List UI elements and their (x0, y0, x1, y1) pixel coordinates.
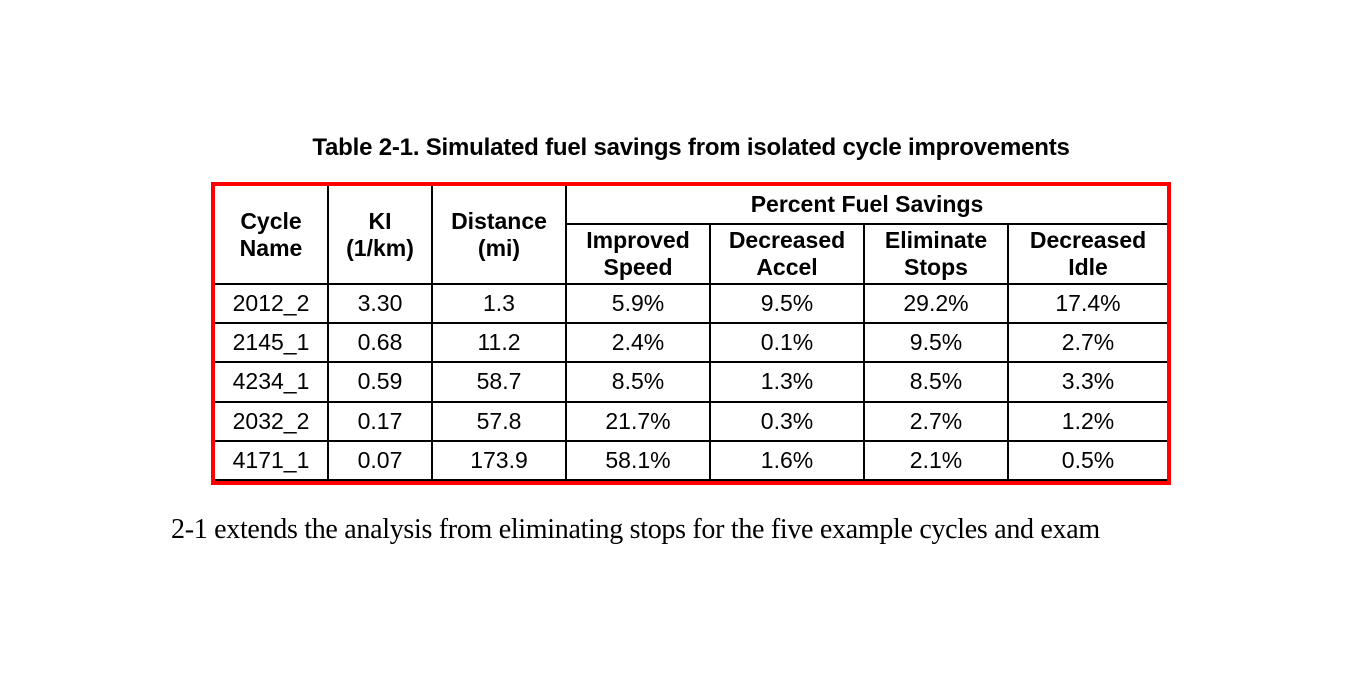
column-group-header-percent-fuel-savings: Percent Fuel Savings (564, 186, 1168, 225)
cell-decreased-accel: 1.3% (709, 361, 865, 403)
cell-distance: 57.8 (431, 400, 567, 442)
cell-eliminate-stops: 8.5% (863, 361, 1009, 403)
header-row-group: Cycle Name KI (1/km) Distance (mi) Perce… (215, 186, 1168, 285)
cell-improved-speed: 2.4% (565, 322, 711, 364)
column-header-distance: Distance (mi) (431, 186, 567, 285)
fuel-savings-table-grid: Cycle Name KI (1/km) Distance (mi) Perce… (215, 186, 1168, 482)
table-row: 4234_1 0.59 58.7 8.5% 1.3% 8.5% 3.3% (215, 361, 1168, 403)
cell-cycle-name: 2032_2 (215, 400, 329, 442)
cell-ki: 3.30 (327, 282, 433, 325)
cell-eliminate-stops: 9.5% (863, 322, 1009, 364)
cell-decreased-accel: 1.6% (709, 439, 865, 482)
column-header-ki: KI (1/km) (327, 186, 433, 285)
cell-decreased-accel: 0.3% (709, 400, 865, 442)
column-header-decreased-idle: Decreased Idle (1006, 223, 1168, 285)
cell-eliminate-stops: 2.7% (863, 400, 1009, 442)
cell-decreased-accel: 9.5% (709, 282, 865, 325)
table-caption: Table 2-1. Simulated fuel savings from i… (312, 134, 1070, 161)
cell-ki: 0.07 (327, 439, 433, 482)
table-row: 2145_1 0.68 11.2 2.4% 0.1% 9.5% 2.7% (215, 322, 1168, 364)
cell-cycle-name: 2145_1 (215, 322, 329, 364)
cell-improved-speed: 5.9% (565, 282, 711, 325)
cell-improved-speed: 21.7% (565, 400, 711, 442)
cell-decreased-idle: 3.3% (1006, 361, 1168, 403)
cell-cycle-name: 4171_1 (215, 439, 329, 482)
cell-decreased-idle: 0.5% (1006, 439, 1168, 482)
cell-eliminate-stops: 2.1% (863, 439, 1009, 482)
table-row: 2032_2 0.17 57.8 21.7% 0.3% 2.7% 1.2% (215, 400, 1168, 442)
cell-cycle-name: 2012_2 (215, 282, 329, 325)
column-header-decreased-accel: Decreased Accel (709, 223, 865, 285)
cell-ki: 0.68 (327, 322, 433, 364)
cell-improved-speed: 58.1% (565, 439, 711, 482)
column-header-cycle-name: Cycle Name (215, 186, 329, 285)
column-header-eliminate-stops: Eliminate Stops (863, 223, 1009, 285)
cell-decreased-accel: 0.1% (709, 322, 865, 364)
cell-decreased-idle: 1.2% (1006, 400, 1168, 442)
table-row: 2012_2 3.30 1.3 5.9% 9.5% 29.2% 17.4% (215, 282, 1168, 325)
cell-distance: 1.3 (431, 282, 567, 325)
fuel-savings-table: Cycle Name KI (1/km) Distance (mi) Perce… (211, 182, 1171, 485)
cell-distance: 58.7 (431, 361, 567, 403)
cell-ki: 0.17 (327, 400, 433, 442)
cell-decreased-idle: 2.7% (1006, 322, 1168, 364)
cell-cycle-name: 4234_1 (215, 361, 329, 403)
column-header-improved-speed: Improved Speed (566, 223, 711, 285)
body-text: 2-1 extends the analysis from eliminatin… (171, 514, 1100, 545)
cell-distance: 11.2 (431, 322, 567, 364)
cell-decreased-idle: 17.4% (1006, 282, 1168, 325)
cell-distance: 173.9 (431, 439, 567, 482)
header-row-savings: Improved Speed Decreased Accel Eliminate… (215, 223, 1168, 285)
cell-ki: 0.59 (327, 361, 433, 403)
cell-eliminate-stops: 29.2% (863, 282, 1009, 325)
table-row: 4171_1 0.07 173.9 58.1% 1.6% 2.1% 0.5% (215, 439, 1168, 482)
cell-improved-speed: 8.5% (565, 361, 711, 403)
